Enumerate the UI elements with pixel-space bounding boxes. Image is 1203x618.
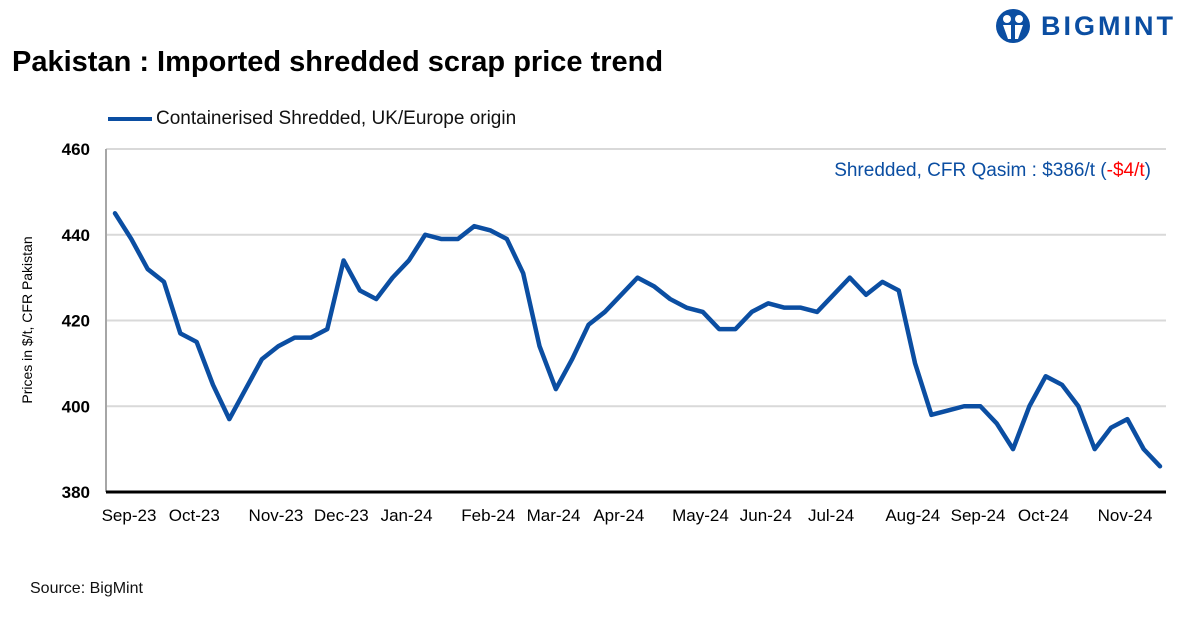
x-tick-label: Dec-23 [314,506,369,525]
series-line [112,211,1163,469]
y-tick-label: 380 [62,483,90,502]
legend: Containerised Shredded, UK/Europe origin [108,108,516,130]
x-tick-label: Feb-24 [461,506,515,525]
y-tick-label: 420 [62,312,90,331]
price-annotation: Shredded, CFR Qasim : $386/t (-$4/t) [834,160,1151,182]
y-axis-label: Prices in $/t, CFR Pakistan [19,236,35,403]
logo-icon [996,9,1030,43]
x-tick-label: Apr-24 [593,506,644,525]
x-tick-label: Jul-24 [808,506,854,525]
annotation-prefix: Shredded, CFR Qasim : $386/t ( [834,160,1107,181]
x-tick-label: Oct-23 [169,506,220,525]
legend-label: Containerised Shredded, UK/Europe origin [156,108,517,129]
y-tick-label: 400 [62,397,90,416]
legend-line-swatch [108,117,152,121]
x-tick-label: Jun-24 [740,506,792,525]
annotation-suffix: ) [1144,160,1151,181]
x-tick-label: Jan-24 [381,506,433,525]
x-tick-label: Nov-24 [1098,506,1153,525]
x-tick-label: May-24 [672,506,729,525]
y-tick-label: 460 [62,140,90,159]
source-note: Source: BigMint [30,580,143,597]
annotation-change: -$4/t [1106,160,1145,181]
x-tick-label: Nov-23 [249,506,304,525]
x-tick-label: Sep-23 [102,506,157,525]
x-tick-label: Mar-24 [527,506,581,525]
chart-title: Pakistan : Imported shredded scrap price… [12,46,664,78]
logo-text: BIGMINT [1041,10,1176,41]
x-tick-label: Aug-24 [885,506,940,525]
y-tick-label: 440 [62,226,90,245]
bigmint-logo: BIGMINT [995,8,1176,44]
x-tick-label: Oct-24 [1018,506,1069,525]
x-tick-label: Sep-24 [951,506,1006,525]
